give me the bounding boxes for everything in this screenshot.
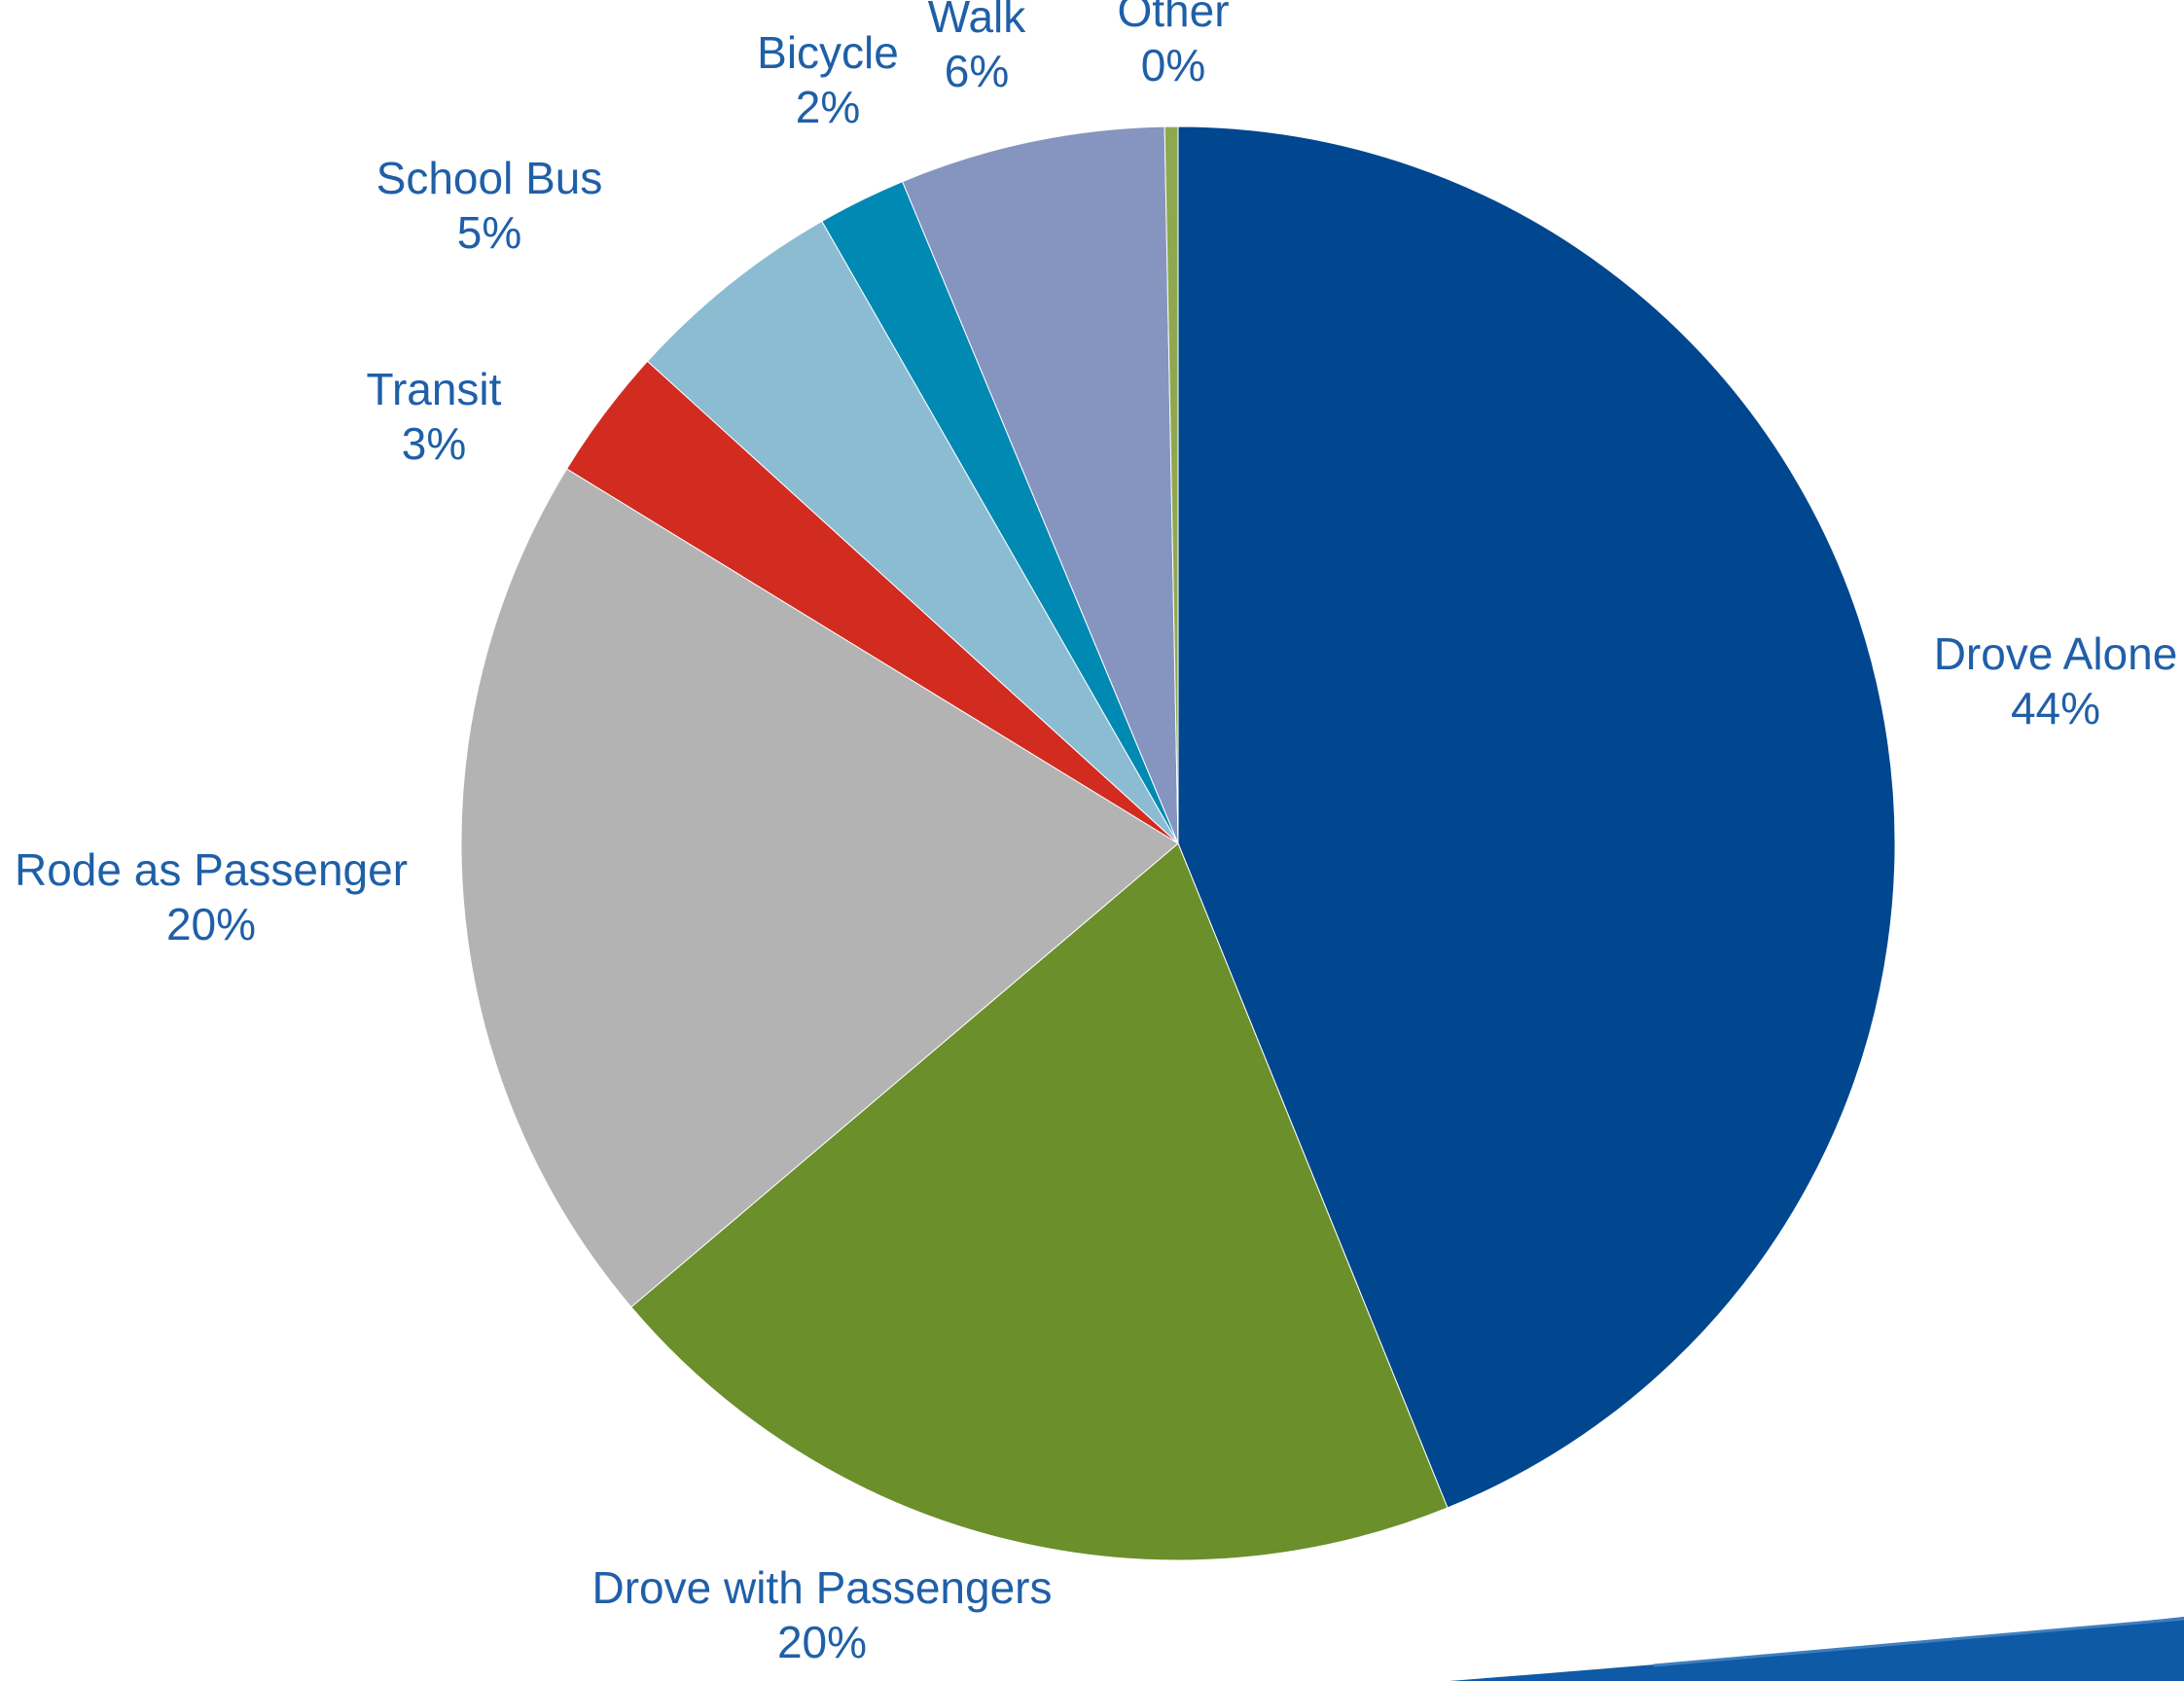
pie-slice-walk (901, 125, 1179, 844)
slice-name: Bicycle (757, 27, 899, 78)
slice-name: Rode as Passenger (15, 844, 408, 895)
pie-slice-other (1164, 125, 1179, 844)
data-label-other: Other 0% (1117, 0, 1229, 90)
corner-swoosh-decoration (1450, 1617, 2184, 1681)
slice-percent: 44% (2011, 683, 2100, 733)
slice-name: Transit (367, 364, 502, 414)
data-label-transit: Transit 3% (367, 364, 502, 469)
data-label-bicycle: Bicycle 2% (757, 27, 899, 132)
slice-percent: 0% (1141, 40, 1205, 90)
slice-name: School Bus (376, 153, 603, 203)
pie-slice-school-bus (646, 220, 1179, 844)
slice-name: Other (1117, 0, 1229, 36)
slice-percent: 20% (777, 1617, 867, 1667)
pie-slice-rode-as-passenger (460, 468, 1179, 1308)
data-label-school-bus: School Bus 5% (376, 153, 603, 258)
pie-slice-drove-alone (1177, 125, 1896, 1509)
slice-percent: 3% (402, 418, 466, 469)
swoosh-band (1450, 1617, 2184, 1681)
slice-name: Walk (928, 0, 1027, 42)
slice-name: Drove Alone (1934, 628, 2178, 679)
data-label-drove-with-passengers: Drove with Passengers 20% (592, 1562, 1053, 1667)
slice-percent: 6% (945, 46, 1009, 96)
data-label-rode-as-passenger: Rode as Passenger 20% (15, 844, 408, 949)
slice-percent: 20% (166, 899, 256, 949)
pie-slice-drove-with-passengers (630, 842, 1449, 1561)
data-label-walk: Walk 6% (928, 0, 1027, 96)
slice-name: Drove with Passengers (592, 1562, 1053, 1613)
swoosh-highlight (1653, 1617, 2184, 1667)
pie-labels: Drove Alone 44%Drove with Passengers 20%Ro… (15, 0, 2177, 1667)
slice-percent: 2% (796, 82, 860, 132)
data-label-drove-alone: Drove Alone 44% (1934, 628, 2178, 733)
pie-slices (460, 125, 1896, 1561)
slice-percent: 5% (457, 207, 521, 258)
